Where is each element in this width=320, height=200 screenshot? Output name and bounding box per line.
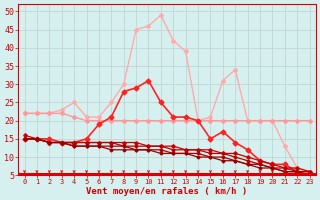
X-axis label: Vent moyen/en rafales ( km/h ): Vent moyen/en rafales ( km/h ): [86, 187, 248, 196]
